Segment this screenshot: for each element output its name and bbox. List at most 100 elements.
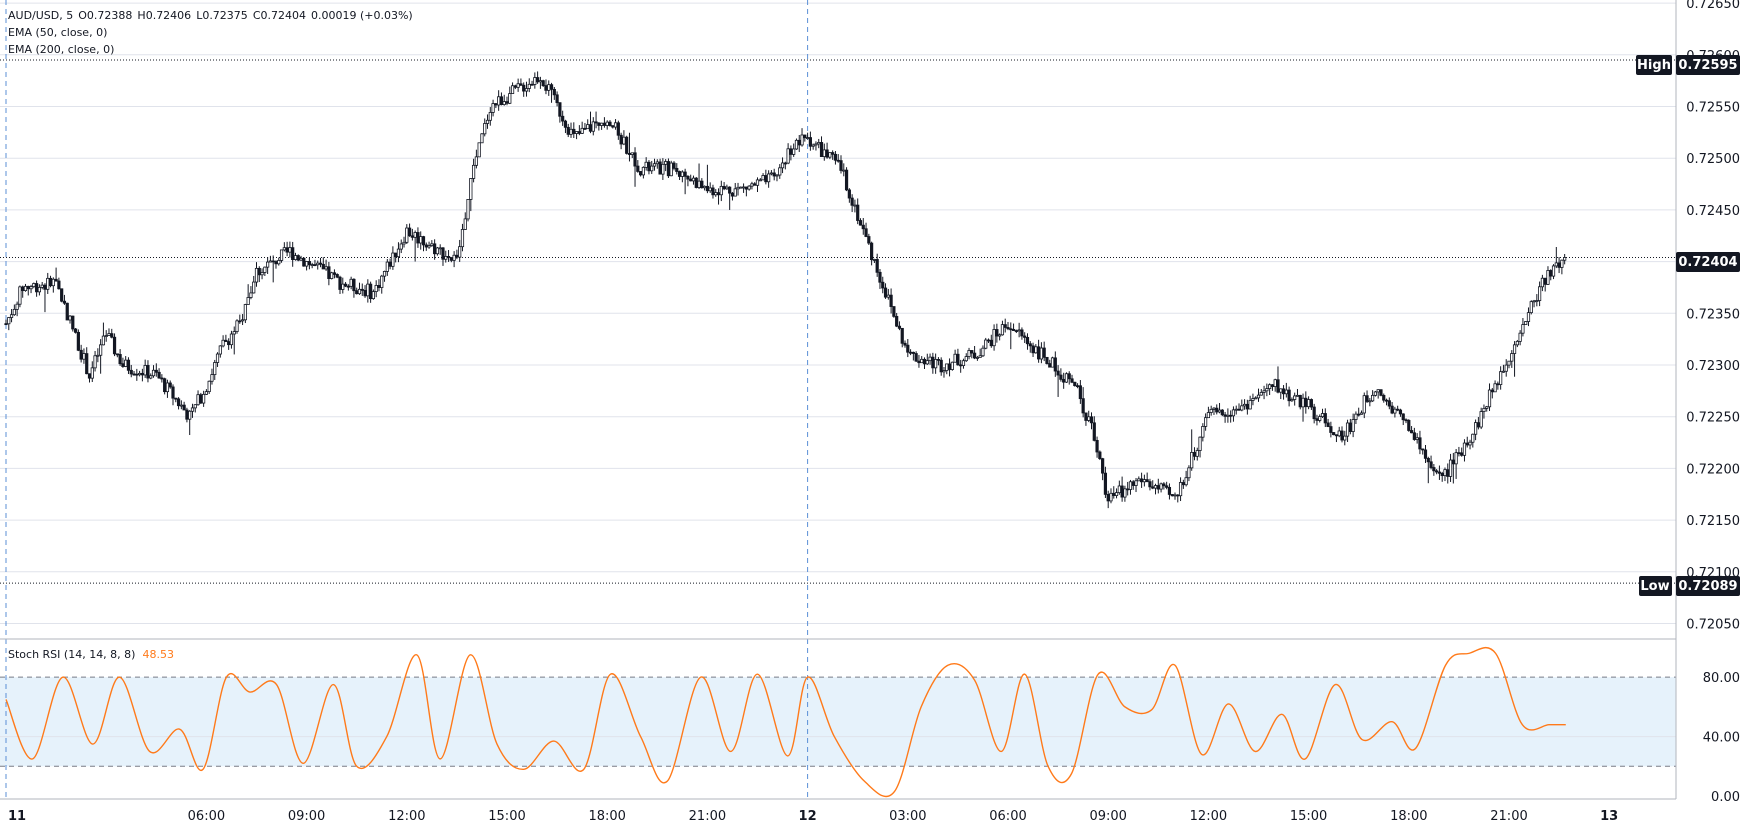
candle-body: [257, 267, 261, 276]
candle-body: [625, 136, 629, 154]
candle: [1493, 380, 1497, 393]
candle-body: [1315, 418, 1319, 421]
candle: [870, 241, 874, 266]
candle-body: [722, 185, 726, 190]
candle: [650, 160, 654, 174]
candle-body: [15, 303, 19, 310]
candle-body: [675, 167, 679, 172]
candle: [318, 257, 323, 268]
candle-body: [341, 283, 345, 290]
candle: [37, 284, 42, 296]
candle-body: [1340, 430, 1344, 441]
candle-body: [942, 370, 946, 373]
candle-body: [895, 315, 899, 327]
candle-body: [959, 364, 963, 367]
candle-body: [680, 171, 684, 177]
candle: [1184, 470, 1188, 487]
candle-body: [641, 166, 645, 176]
candle-body: [1053, 357, 1057, 372]
candle-body: [747, 185, 751, 190]
candle-body: [1223, 414, 1227, 417]
candle-body: [911, 351, 915, 354]
candle-body: [505, 101, 509, 104]
candle-body: [324, 266, 328, 270]
candle: [1059, 368, 1063, 382]
candle: [1290, 397, 1294, 402]
candle-body: [185, 409, 189, 420]
candle-body: [978, 355, 982, 358]
candle-body: [1156, 485, 1160, 490]
candle: [861, 218, 865, 235]
candle: [1073, 381, 1077, 387]
candle: [112, 333, 117, 357]
candle: [1379, 389, 1383, 397]
candle-body: [112, 336, 117, 355]
legend-ema200[interactable]: EMA (200, close, 0): [8, 43, 114, 56]
candle: [1448, 453, 1453, 482]
candle-body: [1540, 277, 1544, 288]
candle: [903, 340, 907, 348]
candle-body: [1195, 450, 1199, 457]
candle-body: [293, 255, 298, 260]
low-tag: Low: [1640, 579, 1669, 594]
candle-body: [416, 232, 420, 244]
candle-body: [1485, 406, 1489, 409]
candle-body: [1529, 301, 1533, 314]
candle-body: [149, 375, 153, 379]
day-separators: [5, 0, 809, 799]
candle: [814, 141, 818, 151]
candle-body: [246, 297, 250, 305]
candle-body: [1003, 324, 1007, 328]
candle-body: [410, 235, 414, 238]
candle: [202, 390, 206, 407]
legend-ema50[interactable]: EMA (50, close, 0): [8, 26, 107, 39]
candle-body: [252, 281, 256, 294]
stoch-rsi-axis[interactable]: 80.00 40.00 0.00: [1703, 671, 1740, 805]
candle-body: [1371, 394, 1375, 402]
candles[interactable]: [4, 71, 1567, 509]
candle-body: [1446, 469, 1450, 477]
candle-body: [755, 179, 760, 186]
candle-body: [867, 236, 871, 244]
candle-body: [1120, 485, 1124, 498]
candle-body: [1287, 389, 1291, 402]
candle: [474, 149, 478, 169]
candle-body: [118, 354, 122, 365]
candle-body: [689, 178, 693, 182]
candle: [942, 367, 946, 378]
time-tick-label: 18:00: [588, 809, 625, 824]
candle: [210, 368, 214, 385]
candle-body: [271, 260, 275, 263]
candle: [480, 133, 484, 144]
candle-body: [9, 314, 14, 318]
time-tick-label: 06:00: [188, 809, 225, 824]
candle-body: [778, 167, 782, 176]
candle-body: [1376, 389, 1380, 393]
candle-body: [797, 139, 801, 146]
candle: [914, 351, 918, 363]
candle-body: [1234, 408, 1238, 411]
candle-body: [697, 180, 701, 188]
candle-body: [1165, 485, 1169, 488]
candle: [1546, 266, 1550, 286]
time-axis[interactable]: 11 06:00 09:00 12:00 15:00 18:00 21:00 12 03:00 0…: [8, 809, 1618, 824]
candle: [747, 185, 751, 191]
candle: [719, 180, 723, 202]
candle-body: [35, 283, 39, 293]
candle-body: [1479, 411, 1483, 428]
candle-body: [1134, 480, 1138, 486]
candle: [1287, 386, 1291, 407]
candle: [176, 397, 181, 410]
candle: [881, 276, 885, 294]
candle: [1312, 403, 1316, 424]
candle-body: [555, 94, 559, 104]
candle: [279, 249, 284, 263]
candle-body: [310, 264, 314, 266]
candle-body: [1126, 488, 1130, 491]
candle-body: [1017, 329, 1021, 332]
candle-body: [806, 137, 810, 139]
stoch-rsi-legend[interactable]: Stoch RSI (14, 14, 8, 8) 48.53: [8, 648, 174, 661]
candle: [60, 288, 64, 303]
